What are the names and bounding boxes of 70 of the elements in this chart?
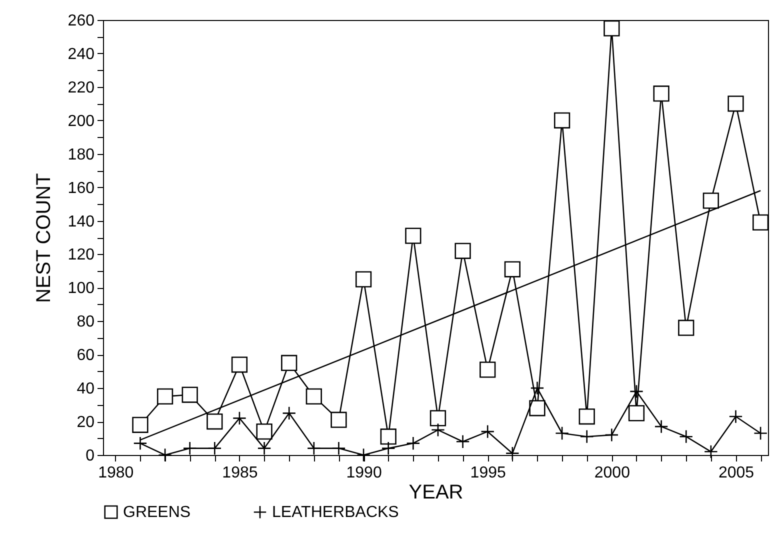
- point: [231, 356, 248, 373]
- point: [430, 410, 446, 426]
- point: [456, 434, 470, 449]
- point: [330, 412, 347, 428]
- legend-label: LEATHERBACKS: [272, 504, 399, 522]
- y-tick-label: 240: [68, 46, 95, 63]
- x-tick-label: 1980: [98, 464, 134, 482]
- point: [281, 354, 298, 372]
- point: [306, 388, 322, 405]
- x-axis-title: YEAR: [408, 482, 464, 504]
- point: [678, 320, 694, 336]
- y-tick-label: 260: [68, 12, 95, 30]
- y-axis-title: NEST COUNT: [32, 173, 55, 303]
- legend-label: GREENS: [123, 504, 191, 522]
- point: [654, 420, 668, 434]
- point: [480, 424, 495, 439]
- point: [158, 448, 172, 462]
- point: [405, 228, 422, 244]
- y-tick-label: 140: [68, 213, 95, 230]
- point: [454, 242, 471, 259]
- point: [728, 410, 743, 424]
- x-tick-label: 2000: [594, 464, 630, 482]
- point: [702, 192, 719, 209]
- point: [206, 413, 223, 430]
- point: [578, 408, 595, 425]
- point: [406, 436, 420, 450]
- point: [554, 112, 570, 128]
- y-tick-label: 120: [68, 246, 95, 264]
- point: [754, 426, 768, 440]
- y-tick-label: 100: [68, 280, 95, 298]
- y-tick-label: 20: [76, 414, 95, 432]
- point: [653, 86, 670, 102]
- point: [504, 261, 520, 278]
- point: [530, 381, 544, 396]
- point: [752, 214, 769, 231]
- point: [555, 426, 570, 440]
- point: [628, 405, 645, 422]
- point: [380, 428, 396, 445]
- point: [256, 424, 272, 440]
- x-tick-label: 1990: [346, 464, 382, 482]
- y-tick-label: 220: [68, 79, 95, 96]
- point: [580, 430, 594, 444]
- point: [480, 362, 496, 378]
- point: [431, 422, 445, 437]
- point: [356, 448, 371, 462]
- point: [604, 20, 620, 36]
- point: [604, 428, 619, 442]
- point: [630, 384, 644, 398]
- x-tick-label: 1995: [470, 464, 506, 482]
- y-tick-label: 40: [76, 380, 95, 398]
- point: [704, 444, 718, 459]
- point: [282, 406, 296, 420]
- y-tick-label: 160: [68, 180, 95, 197]
- y-tick-label: 200: [68, 112, 95, 130]
- y-tick-label: 0: [86, 448, 95, 464]
- point: [728, 96, 744, 112]
- y-tick-label: 60: [76, 347, 95, 364]
- x-tick-label: 2005: [718, 464, 754, 482]
- x-tick-label: 1985: [222, 464, 258, 482]
- point: [156, 388, 174, 405]
- point: [132, 416, 148, 433]
- point: [182, 386, 198, 403]
- point: [529, 400, 546, 416]
- point: [679, 430, 694, 444]
- point: [232, 411, 246, 426]
- y-tick-label: 80: [76, 314, 95, 331]
- point: [133, 436, 148, 450]
- y-tick-label: 180: [68, 146, 95, 164]
- point: [505, 446, 520, 460]
- point: [355, 271, 372, 288]
